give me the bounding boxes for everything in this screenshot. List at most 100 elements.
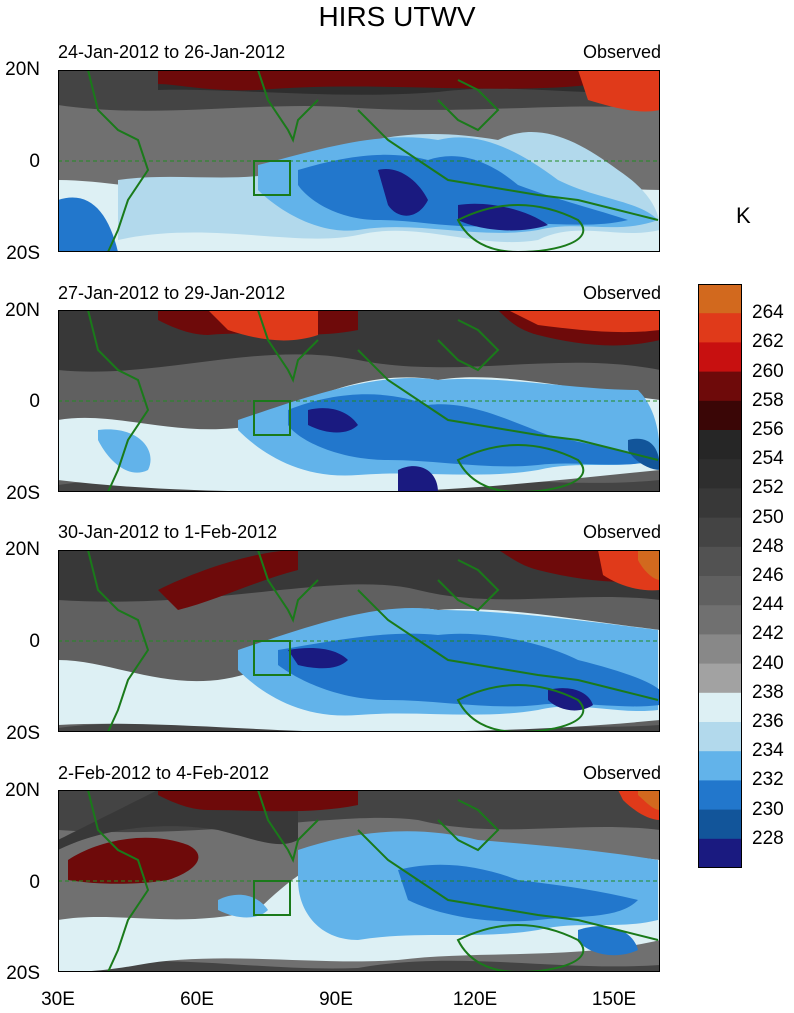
maritime-continent-coastline [357,589,659,701]
colorbar [698,284,742,868]
colorbar-swatch [698,751,742,781]
panel-3-lat-20n: 20N [5,539,40,560]
lon-label-30e: 30E [41,989,75,1010]
panel-4-lat-20n: 20N [5,780,40,801]
panel-4-source: Observed [582,763,661,783]
colorbar-label: 248 [752,535,784,557]
panel-3-lat-20s: 20S [6,723,40,744]
panel-4-lat-0: 0 [29,872,40,893]
panel-4-period: 2-Feb-2012 to 4-Feb-2012 [58,763,270,783]
convective-west [218,894,268,918]
colorbar-swatches [698,284,742,868]
colorbar-swatch [698,284,742,314]
colorbar-label: 244 [752,594,784,616]
colorbar-swatch [698,576,742,606]
colorbar-swatch [698,692,742,723]
colorbar-label: 256 [752,419,784,440]
africa-coastline [87,70,150,252]
colorbar-swatch [698,313,742,343]
panel-3-map [58,550,660,732]
panel-2-period: 27-Jan-2012 to 29-Jan-2012 [58,283,286,303]
colorbar-label: 230 [752,798,784,820]
hottest-core-ne [638,550,660,580]
india-coastline [257,550,319,623]
colorbar-label: 260 [752,360,784,382]
hot-band-north [158,70,598,91]
colorbar-swatch [698,663,742,694]
india-coastline [257,70,319,143]
india-coastline [257,790,319,863]
lon-label-120e: 120E [452,989,498,1010]
colorbar-label: 236 [752,711,784,732]
figure-title: HIRS UTWV [318,1,476,32]
colorbar-swatch [698,722,742,752]
colorbar-swatch [698,430,742,460]
colorbar-frame [698,284,742,868]
panel-frame [58,70,660,252]
panel-3-period: 30-Jan-2012 to 1-Feb-2012 [58,522,278,542]
africa-coastline [87,550,150,732]
se-asia-coastline [437,79,500,132]
panel-frame [58,790,660,972]
west-convection [58,197,118,252]
panel-frame [58,310,660,492]
colorbar-label: 254 [752,448,784,470]
colorbar-swatch [698,342,742,373]
se-asia-coastline [437,559,500,612]
hot-band-north [158,790,358,812]
hot-core-north [578,70,660,112]
panel-frame [58,550,660,732]
colorbar-label: 258 [752,389,784,411]
panel-1-lat-0: 0 [29,151,40,172]
colorbar-label: 250 [752,506,784,528]
panel-1-lat-20n: 20N [5,59,40,80]
lon-label-60e: 60E [180,989,214,1010]
panel-4-map [58,790,660,972]
hot-core-ne [508,310,660,333]
africa-coastline [87,310,150,492]
region-box [253,400,291,436]
colorbar-swatch [698,838,742,868]
colorbar-swatch [698,488,742,519]
colorbar-swatch [698,605,742,635]
units-label: K [736,203,751,228]
panel-4-lat-20s: 20S [6,963,40,984]
colorbar-label: 264 [752,302,784,324]
panel-1-lat-20s: 20S [6,243,40,264]
panel-2-lat-20s: 20S [6,483,40,504]
colorbar-swatch [698,780,742,811]
panel-2-lat-0: 0 [29,391,40,412]
maritime-continent-coastline [357,349,659,461]
australia-coastline [456,684,585,732]
east-convection [628,438,660,470]
colorbar-swatch [698,459,742,489]
colorbar-swatch [698,546,742,577]
maritime-continent-coastline [357,829,659,941]
hottest-core-ne [638,790,660,810]
panel-3-lat-0: 0 [29,631,40,652]
panel-1-source: Observed [582,42,661,62]
colorbar-label: 238 [752,681,784,703]
region-box [253,640,291,676]
colorbar-swatch [698,400,742,431]
colorbar-swatch [698,634,742,665]
deep-convection-core [288,648,593,711]
colorbar-label: 262 [752,331,784,353]
colorbar-label: 234 [752,740,784,762]
deep-convection-core [308,408,438,492]
india-coastline [257,310,319,383]
deep-convection-south [578,926,638,956]
colorbar-label: 240 [752,652,784,674]
panel-1-map [58,70,660,252]
hot-zone-west [68,837,199,884]
africa-coastline [87,790,150,972]
colorbar-swatch [698,517,742,548]
deep-convection [288,394,658,467]
australia-coastline [456,444,585,492]
deep-convection-core [378,169,548,231]
panel-3-source: Observed [582,522,661,542]
colorbar-swatch [698,809,742,840]
panel-2-lat-20n: 20N [5,300,40,321]
panel-2-map [58,310,660,492]
lon-label-90e: 90E [319,989,353,1010]
